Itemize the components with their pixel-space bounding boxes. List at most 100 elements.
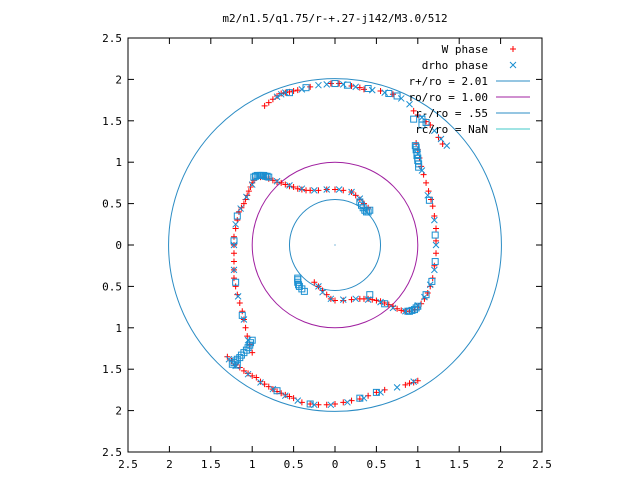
data-point (437, 135, 445, 143)
data-point (433, 250, 440, 257)
data-point (239, 308, 246, 315)
data-point (233, 361, 241, 369)
y-tick-label: 0.5 (102, 198, 122, 211)
data-point (356, 394, 364, 402)
legend-label: rc/ro = NaN (415, 123, 488, 136)
data-point (431, 213, 438, 220)
data-point (274, 179, 281, 186)
data-point (360, 200, 367, 207)
data-point (307, 83, 314, 90)
reference-circle (288, 198, 382, 292)
data-point (240, 367, 247, 374)
data-points (224, 80, 451, 409)
data-point (385, 89, 393, 97)
legend-label: r-/ro = .55 (415, 107, 488, 120)
data-point (257, 378, 264, 385)
data-point (331, 80, 339, 88)
data-point (230, 237, 238, 245)
y-tick-label: 2.5 (102, 446, 122, 459)
data-point (394, 305, 401, 312)
data-point (397, 95, 405, 102)
data-point (310, 186, 318, 194)
data-point (431, 266, 438, 274)
data-point (415, 163, 423, 171)
data-point (372, 388, 380, 396)
data-point (431, 231, 439, 239)
x-tick-label: 2.5 (118, 458, 138, 471)
data-point (230, 258, 237, 265)
data-point (327, 80, 334, 87)
data-point (315, 283, 322, 290)
data-point (294, 87, 301, 94)
data-point (323, 186, 331, 193)
x-tick-label: 1 (414, 458, 421, 471)
data-point (398, 307, 405, 314)
data-point (433, 237, 440, 244)
data-point (422, 118, 430, 126)
data-point (294, 185, 301, 192)
data-point (281, 392, 289, 400)
data-point (286, 183, 293, 190)
data-point (410, 115, 418, 123)
data-point (424, 290, 431, 297)
data-point (323, 401, 330, 408)
x-tick-label: 2 (497, 458, 504, 471)
data-point (344, 398, 351, 406)
data-point (247, 184, 254, 191)
reference-circle (251, 161, 419, 329)
data-point (366, 206, 374, 214)
data-point (319, 288, 326, 296)
data-point (290, 87, 297, 94)
reference-circle (168, 78, 502, 412)
data-point (422, 291, 430, 299)
data-point (411, 142, 419, 150)
data-point (230, 250, 237, 257)
data-point (332, 400, 338, 407)
data-point (410, 107, 417, 114)
data-point (348, 83, 355, 90)
data-point (356, 295, 363, 302)
data-point (232, 220, 239, 228)
data-point (224, 353, 231, 360)
x-tick-label: 0.5 (284, 458, 304, 471)
data-point (414, 377, 421, 384)
data-point (281, 89, 289, 97)
data-point (410, 379, 417, 386)
data-point (232, 283, 239, 290)
x-tick-label: 0.5 (366, 458, 386, 471)
data-point (242, 324, 249, 331)
data-point (253, 374, 260, 381)
data-point (356, 84, 363, 91)
data-point (230, 233, 237, 240)
data-point (406, 100, 413, 108)
data-point (294, 397, 302, 405)
y-tick-label: 0 (115, 239, 122, 252)
data-point (249, 349, 256, 356)
data-point (230, 266, 238, 274)
data-point (273, 177, 281, 185)
data-point (429, 203, 436, 210)
data-point (381, 300, 389, 308)
data-point (298, 285, 306, 293)
data-point (327, 401, 335, 409)
data-point (263, 172, 271, 180)
data-point (240, 316, 248, 323)
y-tick-label: 2 (115, 73, 122, 86)
data-point (306, 400, 314, 408)
data-point (247, 339, 255, 347)
data-point (364, 208, 372, 216)
data-point (282, 181, 289, 188)
data-point (393, 384, 401, 391)
data-point (425, 188, 432, 195)
y-tick-label: 1.5 (102, 363, 122, 376)
data-point (348, 296, 355, 303)
data-point (315, 187, 322, 194)
legend-label: W phase (442, 43, 488, 56)
data-point (428, 277, 436, 285)
data-point (431, 216, 438, 224)
data-point (315, 401, 322, 408)
legend-label: drho phase (422, 59, 488, 72)
data-point (423, 179, 430, 186)
data-point (404, 307, 412, 315)
